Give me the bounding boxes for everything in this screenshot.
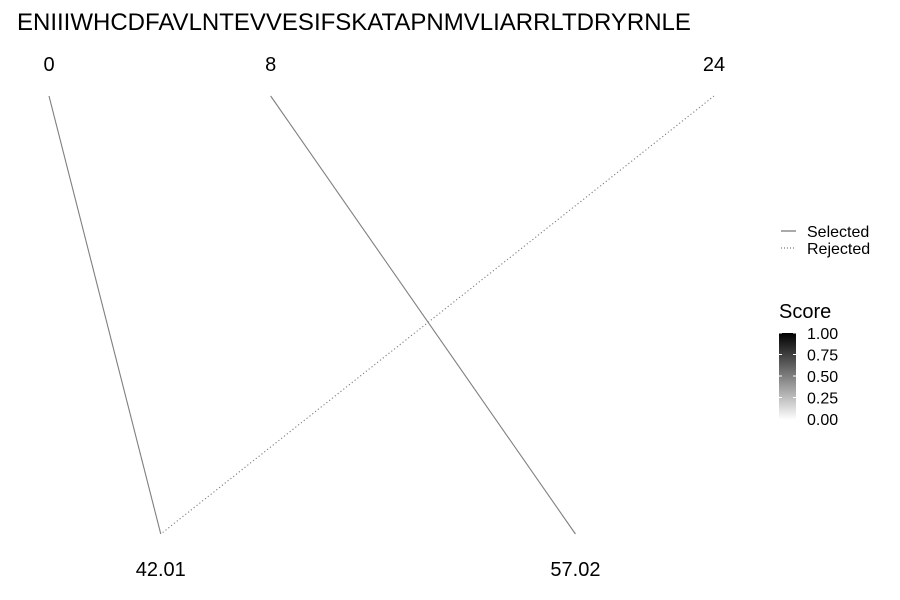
bottom-labels: 42.01 57.02 (136, 559, 601, 581)
connection-line-selected-0 (48, 95, 162, 535)
scale-tick-label-2: 0.50 (807, 369, 838, 386)
legend-label-rejected: Rejected (807, 241, 870, 258)
connections-layer (48, 95, 715, 535)
connection-line-rejected-2 (160, 95, 715, 535)
top-label-2: 24 (703, 54, 725, 76)
score-scale-title: Score (779, 301, 831, 323)
scale-tick-label-4: 0.00 (807, 412, 838, 429)
score-color-scale: Score 1.00 0.75 0.50 0.25 0.00 (779, 301, 838, 429)
score-scale-ticks: 1.00 0.75 0.50 0.25 0.00 (779, 326, 838, 429)
chart-title: ENIIIWHCDFAVLNTEVVESIFSKATAPNMVLIARRLTDR… (17, 9, 691, 36)
top-label-1: 8 (265, 54, 276, 76)
score-colorbar (779, 333, 796, 420)
scale-tick-label-1: 0.75 (807, 348, 838, 365)
legend-label-selected: Selected (807, 224, 869, 241)
scale-tick-label-3: 0.25 (807, 391, 838, 408)
top-label-0: 0 (43, 54, 54, 76)
bottom-label-1: 57.02 (550, 559, 600, 581)
bottom-label-0: 42.01 (136, 559, 186, 581)
top-labels: 0 8 24 (43, 54, 725, 76)
scale-tick-label-0: 1.00 (807, 326, 838, 343)
connection-line-selected-1 (270, 95, 576, 535)
